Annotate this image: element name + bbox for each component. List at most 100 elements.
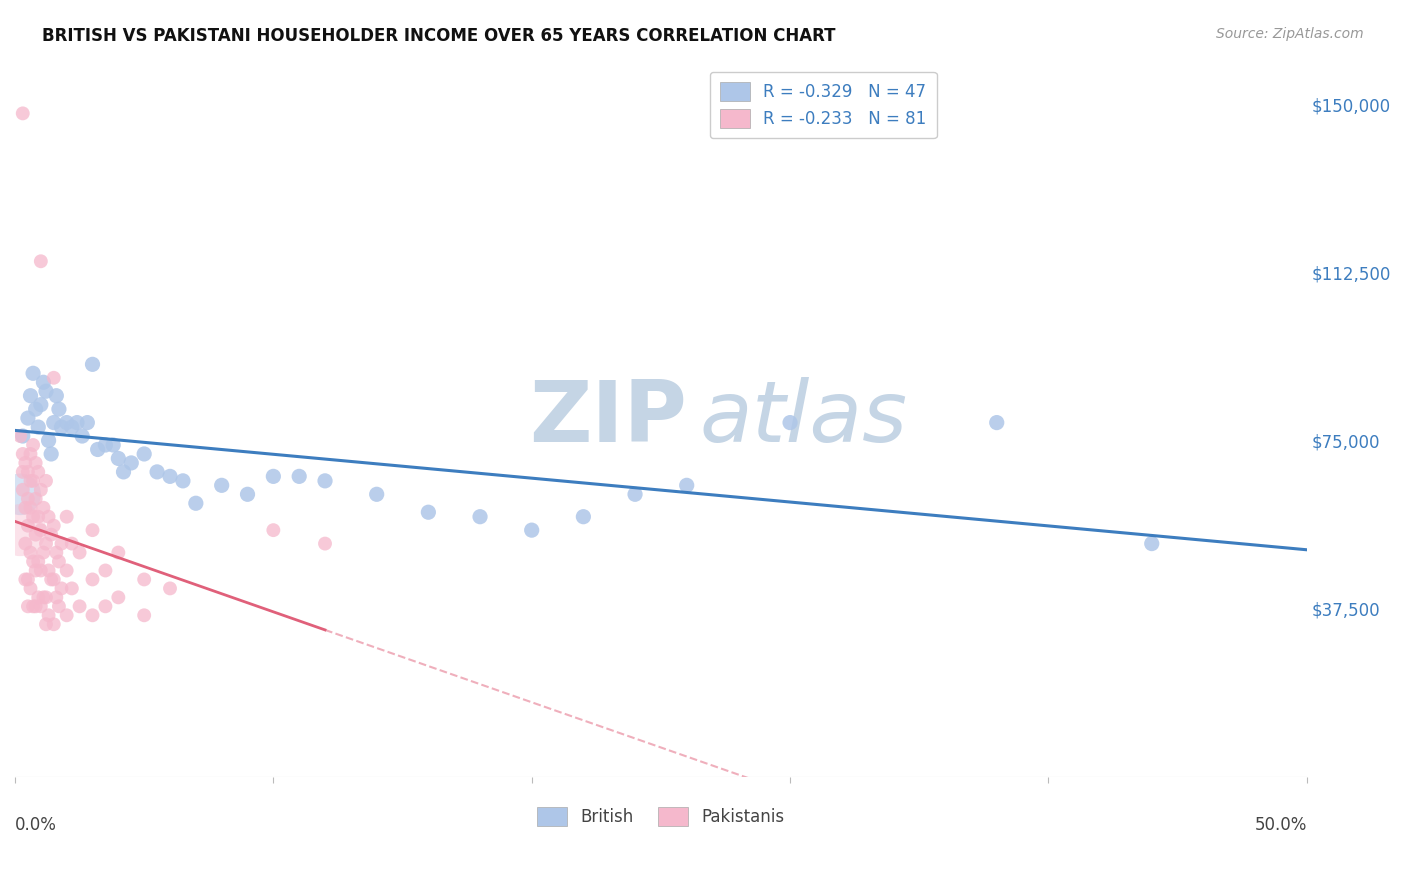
Point [24, 491, 46, 506]
Point [14, 500, 37, 515]
Point [262, 523, 284, 537]
Point [38, 608, 60, 623]
Point [27, 509, 49, 524]
Point [11, 106, 34, 120]
Point [314, 536, 336, 550]
Point [8, 487, 31, 501]
Point [107, 545, 129, 559]
Point [66, 416, 89, 430]
Point [42, 573, 65, 587]
Point [134, 447, 156, 461]
Point [55, 416, 77, 430]
Point [82, 357, 104, 371]
Point [42, 416, 65, 430]
Point [20, 474, 42, 488]
Point [45, 545, 67, 559]
Point [51, 582, 73, 596]
Point [172, 474, 194, 488]
Point [39, 573, 62, 587]
Point [8, 429, 31, 443]
Point [20, 500, 42, 515]
Point [32, 500, 55, 515]
Point [38, 509, 60, 524]
Point [30, 398, 52, 412]
Point [418, 505, 440, 519]
Point [35, 384, 58, 399]
Point [159, 582, 181, 596]
Point [82, 573, 104, 587]
Point [38, 564, 60, 578]
Point [30, 483, 52, 497]
Point [20, 545, 42, 559]
Point [60, 420, 83, 434]
Point [76, 416, 98, 430]
Point [70, 429, 93, 443]
Point [17, 491, 39, 506]
Point [20, 389, 42, 403]
Point [22, 438, 45, 452]
Text: 0.0%: 0.0% [15, 816, 56, 834]
Point [17, 518, 39, 533]
Point [112, 465, 135, 479]
Point [55, 564, 77, 578]
Point [35, 536, 58, 550]
Legend: British, Pakistanis: British, Pakistanis [530, 800, 792, 833]
Point [42, 518, 65, 533]
Point [55, 608, 77, 623]
Point [86, 442, 108, 457]
Point [35, 617, 58, 632]
Point [288, 469, 311, 483]
Point [82, 608, 104, 623]
Point [32, 376, 55, 390]
Point [8, 523, 31, 537]
Point [17, 465, 39, 479]
Point [20, 447, 42, 461]
Text: ZIP: ZIP [529, 376, 686, 459]
Point [11, 483, 34, 497]
Point [30, 254, 52, 268]
Point [35, 591, 58, 605]
Point [146, 465, 169, 479]
Point [22, 555, 45, 569]
Point [211, 478, 233, 492]
Point [94, 564, 117, 578]
Point [60, 536, 83, 550]
Text: atlas: atlas [700, 376, 908, 459]
Point [60, 582, 83, 596]
Point [624, 487, 647, 501]
Point [24, 527, 46, 541]
Point [17, 411, 39, 425]
Point [69, 545, 91, 559]
Point [314, 474, 336, 488]
Point [184, 496, 207, 510]
Text: BRITISH VS PAKISTANI HOUSEHOLDER INCOME OVER 65 YEARS CORRELATION CHART: BRITISH VS PAKISTANI HOUSEHOLDER INCOME … [42, 27, 835, 45]
Point [468, 509, 491, 524]
Point [24, 599, 46, 614]
Point [39, 447, 62, 461]
Point [1140, 536, 1163, 550]
Point [101, 438, 124, 452]
Point [30, 564, 52, 578]
Point [20, 582, 42, 596]
Point [24, 564, 46, 578]
Point [107, 591, 129, 605]
Point [45, 389, 67, 403]
Point [134, 608, 156, 623]
Point [51, 536, 73, 550]
Point [27, 555, 49, 569]
Point [675, 478, 697, 492]
Point [24, 456, 46, 470]
Point [366, 487, 388, 501]
Text: Source: ZipAtlas.com: Source: ZipAtlas.com [1216, 27, 1364, 41]
Point [572, 509, 595, 524]
Point [82, 523, 104, 537]
Point [14, 456, 37, 470]
Point [11, 447, 34, 461]
Point [48, 402, 70, 417]
Point [120, 456, 142, 470]
Point [30, 599, 52, 614]
Point [24, 402, 46, 417]
Point [107, 451, 129, 466]
Point [22, 599, 45, 614]
Point [94, 438, 117, 452]
